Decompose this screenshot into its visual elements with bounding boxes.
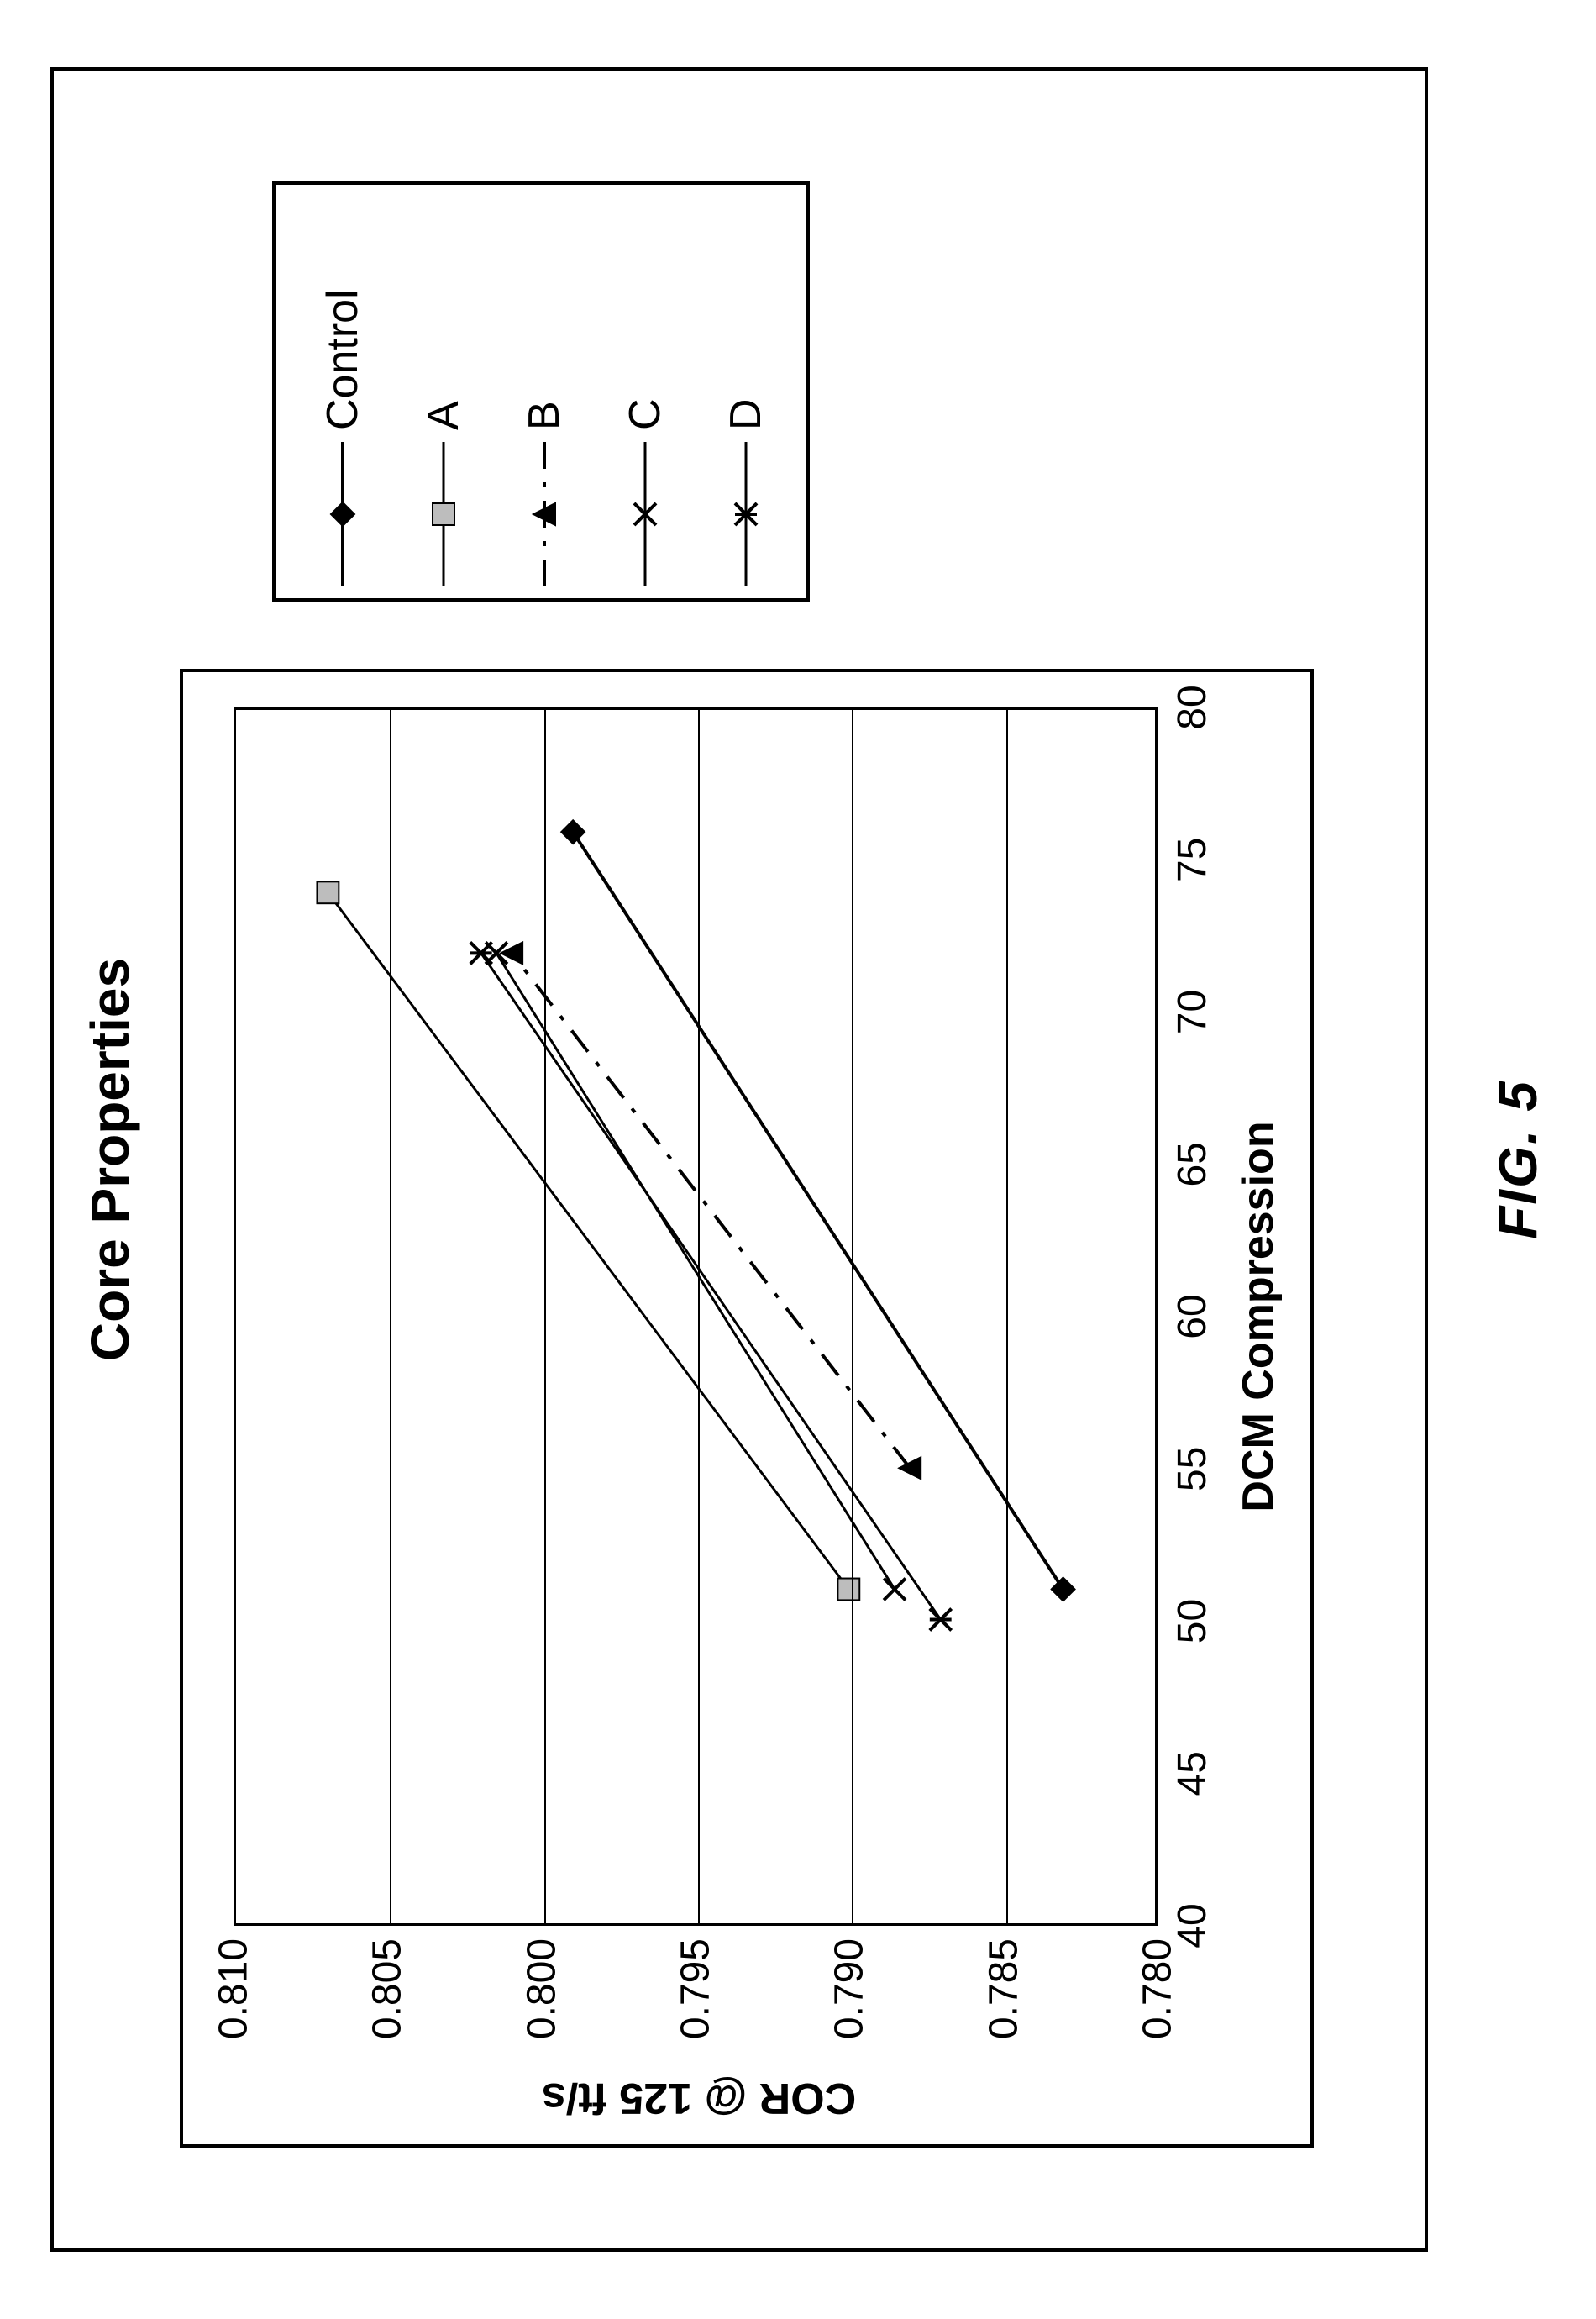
- chart-x-tick-label: 65: [1169, 1142, 1215, 1186]
- legend-label-D: D: [721, 185, 771, 430]
- chart-series-line-D: [481, 953, 941, 1619]
- legend-swatch-B: [494, 430, 595, 598]
- chart-gridline: [390, 710, 391, 1923]
- legend-swatch-Control: [292, 430, 393, 598]
- legend-row-Control: Control: [292, 185, 393, 598]
- chart-gridline: [1006, 710, 1008, 1923]
- legend-row-D: D: [696, 185, 796, 598]
- chart-y-tick-label: 0.780: [1135, 1938, 1181, 2081]
- chart-series-line-C: [496, 953, 895, 1589]
- legend-swatch-D: [696, 430, 796, 598]
- legend-label-A: A: [418, 185, 469, 430]
- chart-plot-frame: COR @ 125 ft/s DCM Compression 0.7800.78…: [180, 669, 1314, 2148]
- chart-gridline: [852, 710, 853, 1923]
- legend-row-C: C: [595, 185, 696, 598]
- chart-gridline: [544, 710, 546, 1923]
- chart-y-tick-label: 0.805: [365, 1938, 411, 2081]
- chart-x-tick-label: 75: [1169, 838, 1215, 882]
- chart-series-line-A: [328, 892, 848, 1589]
- figure-caption: FIG. 5: [1487, 0, 1549, 2319]
- chart-x-tick-label: 45: [1169, 1751, 1215, 1796]
- chart-plot-area: [234, 707, 1158, 1926]
- chart-x-tick-label: 70: [1169, 990, 1215, 1034]
- legend-row-B: B: [494, 185, 595, 598]
- legend-row-A: A: [393, 185, 494, 598]
- chart-legend: Control ABCD: [272, 181, 810, 602]
- chart-x-axis-label: DCM Compression: [1233, 707, 1284, 1926]
- chart-y-tick-label: 0.785: [980, 1938, 1026, 2081]
- page: Core Properties COR @ 125 ft/s DCM Compr…: [0, 0, 1596, 2319]
- chart-series-marker-A: [837, 1579, 859, 1601]
- chart-gridline: [698, 710, 700, 1923]
- legend-label-B: B: [519, 185, 570, 430]
- chart-y-tick-label: 0.790: [827, 1938, 873, 2081]
- chart-series-marker-C: [884, 1579, 906, 1601]
- chart-svg: [236, 710, 1155, 1923]
- chart-title: Core Properties: [79, 71, 141, 2248]
- legend-label-Control: Control: [318, 185, 368, 430]
- chart-y-tick-label: 0.795: [673, 1938, 719, 2081]
- chart-x-tick-label: 40: [1169, 1903, 1215, 1948]
- figure-outer-frame: Core Properties COR @ 125 ft/s DCM Compr…: [50, 67, 1428, 2252]
- chart-series-line-Control: [573, 832, 1063, 1589]
- legend-swatch-C: [595, 430, 696, 598]
- legend-swatch-A: [393, 430, 494, 598]
- chart-x-tick-label: 60: [1169, 1294, 1215, 1338]
- chart-series-marker-D: [930, 1609, 952, 1631]
- legend-label-C: C: [620, 185, 670, 430]
- chart-y-tick-label: 0.810: [211, 1938, 257, 2081]
- chart-series-line-B: [512, 953, 910, 1468]
- chart-series-marker-Control: [561, 820, 585, 844]
- chart-series-marker-D: [470, 942, 492, 964]
- chart-y-tick-label: 0.800: [518, 1938, 564, 2081]
- chart-x-tick-label: 50: [1169, 1599, 1215, 1643]
- chart-series-marker-Control: [1052, 1578, 1075, 1601]
- landscape-rotator: Core Properties COR @ 125 ft/s DCM Compr…: [0, 0, 1596, 2319]
- chart-x-tick-label: 80: [1169, 685, 1215, 729]
- chart-series-marker-A: [317, 881, 339, 903]
- chart-x-tick-label: 55: [1169, 1447, 1215, 1491]
